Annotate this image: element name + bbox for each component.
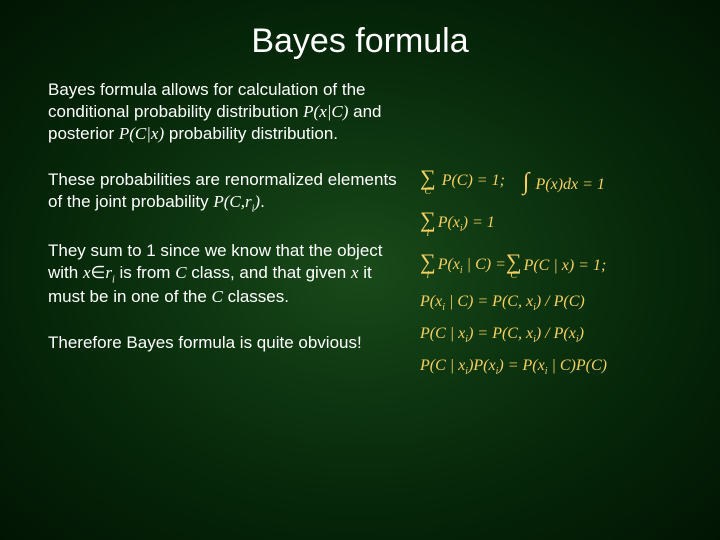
eq5-body: P(C | xi) = P(C, xi) / P(xi) xyxy=(420,325,584,345)
equation-4: P(xi | C) = P(C, xi) / P(C) xyxy=(420,293,680,313)
equation-6: P(C | xi)P(xi) = P(xi | C)P(C) xyxy=(420,357,680,377)
p3-math-1: x xyxy=(83,263,91,282)
paragraph-1: Bayes formula allows for calculation of … xyxy=(48,79,408,145)
p3-math-2: r xyxy=(105,263,112,282)
equations-column: ∑C P(C) = 1; ∫ P(x)dx = 1 ∑i P(xi) = 1 ∑… xyxy=(420,79,680,390)
p1-math-1: P(x|C) xyxy=(303,102,348,121)
equation-2: ∑i P(xi) = 1 xyxy=(420,209,680,239)
eq6-body: P(C | xi)P(xi) = P(xi | C)P(C) xyxy=(420,357,607,377)
p3-text-b: is from xyxy=(115,263,175,282)
eq4-body: P(xi | C) = P(C, xi) / P(C) xyxy=(420,293,585,313)
paragraph-4: Therefore Bayes formula is quite obvious… xyxy=(48,332,408,354)
integral-icon: ∫ xyxy=(523,169,530,196)
equation-1: ∑C P(C) = 1; ∫ P(x)dx = 1 xyxy=(420,167,680,197)
p3-math-5: C xyxy=(212,287,223,306)
equation-3: ∑i P(xi | C) = ∑C P(C | x) = 1; xyxy=(420,251,680,281)
slide-content: Bayes formula allows for calculation of … xyxy=(0,79,720,390)
p3-math-4: x xyxy=(351,263,359,282)
p1-math-2: P(C|x) xyxy=(119,124,164,143)
paragraph-3: They sum to 1 since we know that the obj… xyxy=(48,240,408,309)
sigma-icon: ∑C xyxy=(506,251,522,281)
p2-text-b: . xyxy=(260,192,265,211)
p2-math-1: P(C,r xyxy=(213,192,251,211)
sigma-icon: ∑i xyxy=(420,251,436,281)
p1-text-c: probability distribution. xyxy=(164,124,338,143)
p3-in: ∈ xyxy=(91,263,106,282)
eq3a-body: P(xi | C) = xyxy=(438,256,506,276)
text-column: Bayes formula allows for calculation of … xyxy=(48,79,408,390)
eq1b-body: P(x)dx = 1 xyxy=(536,176,605,193)
slide-title: Bayes formula xyxy=(0,0,720,79)
p3-text-e: classes. xyxy=(223,287,289,306)
sigma-icon: ∑i xyxy=(420,209,436,239)
eq3b-body: P(C | x) = 1; xyxy=(524,257,607,275)
equation-5: P(C | xi) = P(C, xi) / P(xi) xyxy=(420,325,680,345)
eq2-body: P(xi) = 1 xyxy=(438,214,495,234)
p3-math-3: C xyxy=(175,263,186,282)
eq1a-body: P(C) = 1; xyxy=(442,172,505,189)
sigma-icon: ∑C xyxy=(420,167,436,197)
p3-text-c: class, and that given xyxy=(187,263,351,282)
paragraph-2: These probabilities are renormalized ele… xyxy=(48,169,408,215)
